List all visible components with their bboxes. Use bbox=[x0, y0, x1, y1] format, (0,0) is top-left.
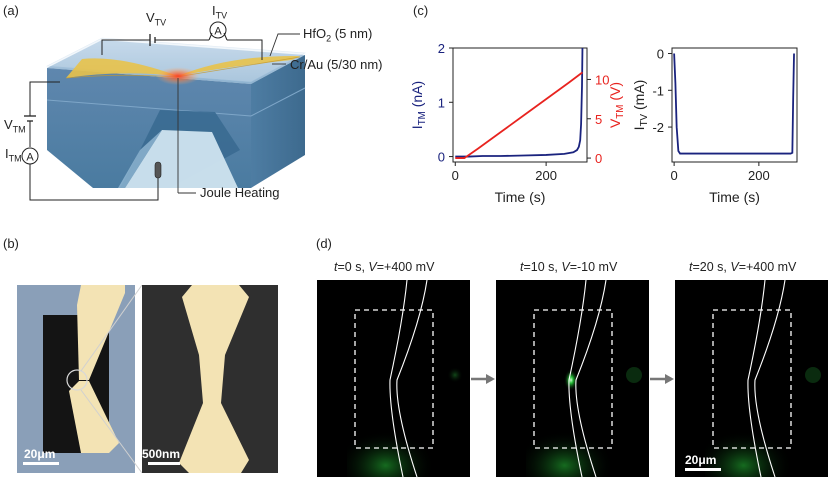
y-tick-label-left: 1 bbox=[438, 95, 445, 110]
label-vtm: VTM bbox=[4, 117, 26, 135]
y-tick-label: -1 bbox=[652, 83, 664, 98]
ammeter-tm-letter: A bbox=[26, 152, 34, 164]
sem-image-panel-b: 20μm 500nm bbox=[17, 285, 278, 473]
plot-frame bbox=[671, 47, 798, 163]
frame-caption-2: t=10 s, V=-10 mV bbox=[520, 260, 618, 274]
label-itm: ITM bbox=[5, 146, 22, 164]
series-line-itm bbox=[455, 47, 584, 158]
label-itv: ITV bbox=[212, 3, 228, 21]
fluorescence-frame-3: 20μm bbox=[675, 280, 828, 477]
x-tick-label: 200 bbox=[535, 168, 557, 183]
zoom-circle bbox=[66, 369, 88, 391]
panel-label-c: (c) bbox=[413, 3, 429, 18]
y-tick-label: 0 bbox=[657, 47, 664, 62]
label-hfo2: HfO2 (5 nm) bbox=[303, 26, 373, 44]
vtv-circuit-wire bbox=[101, 39, 150, 55]
electrode-bottom bbox=[69, 381, 119, 453]
sequence-arrow-2 bbox=[650, 374, 674, 384]
series-line-itv bbox=[673, 53, 795, 155]
scale-label-20um-b: 20μm bbox=[24, 447, 55, 461]
plot-frame bbox=[452, 47, 588, 163]
hotspot bbox=[156, 67, 200, 85]
sem-bowtie bbox=[179, 285, 249, 473]
y-tick-label-right: 0 bbox=[595, 151, 602, 166]
y-axis-label-left: ITM (nA) bbox=[409, 81, 428, 129]
vtm-circuit-wire bbox=[29, 81, 60, 116]
frame-caption-3: t=20 s, V=+400 mV bbox=[689, 260, 797, 274]
label-cr-au: Cr/Au (5/30 nm) bbox=[290, 57, 383, 72]
substrate-side-face bbox=[251, 55, 305, 188]
itv-chart: 0 200 0 -1 -2 Time (s) ITV (mA) bbox=[631, 47, 798, 205]
electrode-top bbox=[77, 285, 125, 380]
x-axis-label: Time (s) bbox=[495, 189, 546, 205]
label-joule-heating: Joule Heating bbox=[200, 185, 280, 200]
fluorescence-frame-1 bbox=[317, 280, 470, 477]
x-tick-label: 0 bbox=[671, 168, 678, 183]
y-tick-label: -2 bbox=[652, 120, 664, 135]
x-tick-label: 0 bbox=[452, 168, 459, 183]
panel-label-a: (a) bbox=[3, 3, 19, 18]
ammeter-tv-letter: A bbox=[214, 26, 222, 38]
panel-label-d: (d) bbox=[316, 236, 332, 251]
device-schematic: A A bbox=[21, 21, 307, 201]
y-tick-label-left: 2 bbox=[438, 41, 445, 56]
y-axis-label: ITV (mA) bbox=[631, 80, 650, 131]
x-tick-label: 200 bbox=[748, 168, 770, 183]
ammeter-tv-icon bbox=[209, 21, 227, 39]
label-vtv: VTV bbox=[146, 10, 167, 28]
panel-label-b: (b) bbox=[3, 236, 19, 251]
x-axis-label: Time (s) bbox=[709, 189, 760, 205]
hotspot-emission bbox=[564, 369, 578, 391]
y-axis-label-right: VTM (V) bbox=[607, 82, 626, 128]
itm-vtm-chart: 0 200 0 1 2 0 5 10 Time (s) ITM (nA) VTM (V) bbox=[409, 41, 626, 205]
thermistor-probe bbox=[154, 161, 162, 179]
series-line-vtm bbox=[455, 71, 583, 159]
fluorescence-frame-2 bbox=[496, 280, 649, 477]
frame-caption-1: t=0 s, V=+400 mV bbox=[334, 260, 435, 274]
gold-bowtie-electrode bbox=[66, 55, 300, 78]
scale-label-500nm: 500nm bbox=[142, 447, 180, 461]
sequence-arrow-1 bbox=[471, 374, 495, 384]
y-tick-label-right: 5 bbox=[595, 112, 602, 127]
scale-label-20um-d: 20μm bbox=[685, 453, 716, 467]
y-tick-label-left: 0 bbox=[438, 150, 445, 165]
y-tick-label-right: 10 bbox=[595, 72, 609, 87]
